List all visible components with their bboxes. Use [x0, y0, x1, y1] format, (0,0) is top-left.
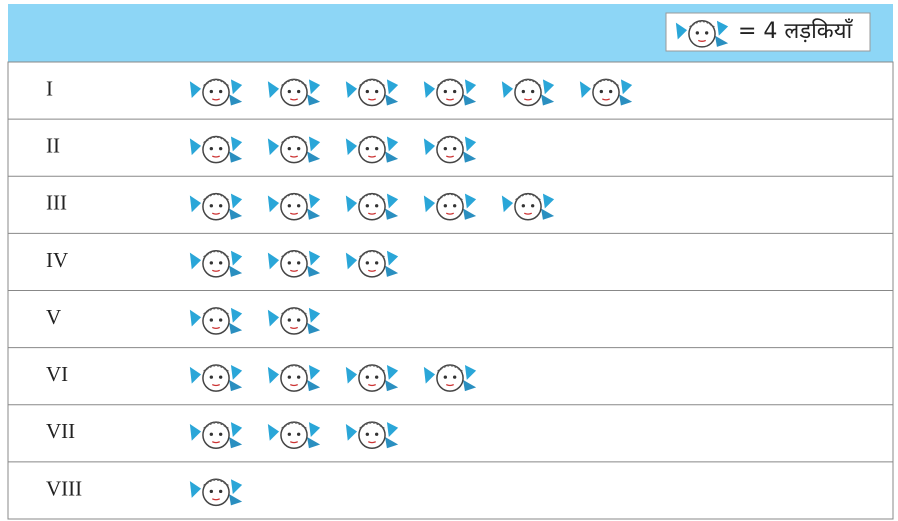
girl-icon [190, 365, 242, 391]
girl-icon [424, 79, 476, 105]
girl-icon [268, 251, 320, 277]
girl-icon [268, 194, 320, 220]
girl-icon [268, 365, 320, 391]
category-label: V [46, 305, 61, 329]
girl-icon [502, 194, 554, 220]
chart: = 4 लड़कियाँ IIIIIIIVVVIVIIVIII [0, 0, 898, 521]
girl-icon [268, 308, 320, 334]
girl-icon [424, 194, 476, 220]
girl-icon [190, 251, 242, 277]
girl-icon [268, 79, 320, 105]
girl-icon [424, 251, 476, 277]
girl-icon [424, 365, 476, 391]
pictogram-row [190, 79, 632, 105]
pictogram-row [190, 422, 398, 448]
pictogram-row [190, 479, 320, 505]
girl-icon [268, 479, 320, 505]
category-label: VI [46, 362, 68, 386]
category-label: IV [46, 248, 68, 272]
girl-icon [346, 136, 398, 162]
key-label: = 4 लड़कियाँ [738, 18, 853, 44]
category-label: III [46, 191, 67, 215]
girl-icon [346, 365, 398, 391]
girl-icon [502, 79, 554, 105]
girl-icon [190, 79, 242, 105]
category-label: VII [46, 419, 75, 443]
girl-icon [346, 422, 398, 448]
girl-icon [502, 136, 554, 162]
pictogram-row [190, 308, 398, 334]
girl-icon [346, 308, 398, 334]
girl-icon [190, 136, 242, 162]
pictogram-row [190, 194, 554, 220]
girl-icon [190, 194, 242, 220]
girl-icon [190, 422, 242, 448]
girl-icon [190, 479, 242, 505]
pictogram-row [190, 365, 476, 391]
category-label: I [46, 76, 53, 100]
girl-icon [580, 79, 632, 105]
girl-icon [346, 79, 398, 105]
girl-icon [424, 136, 476, 162]
girl-icon [190, 308, 242, 334]
category-label: II [46, 134, 60, 158]
pictogram-row [190, 136, 554, 162]
girl-icon [268, 136, 320, 162]
pictogram-row [190, 251, 476, 277]
girl-icon [268, 422, 320, 448]
category-label: VIII [46, 476, 82, 500]
girl-icon [346, 194, 398, 220]
girl-icon [346, 251, 398, 277]
